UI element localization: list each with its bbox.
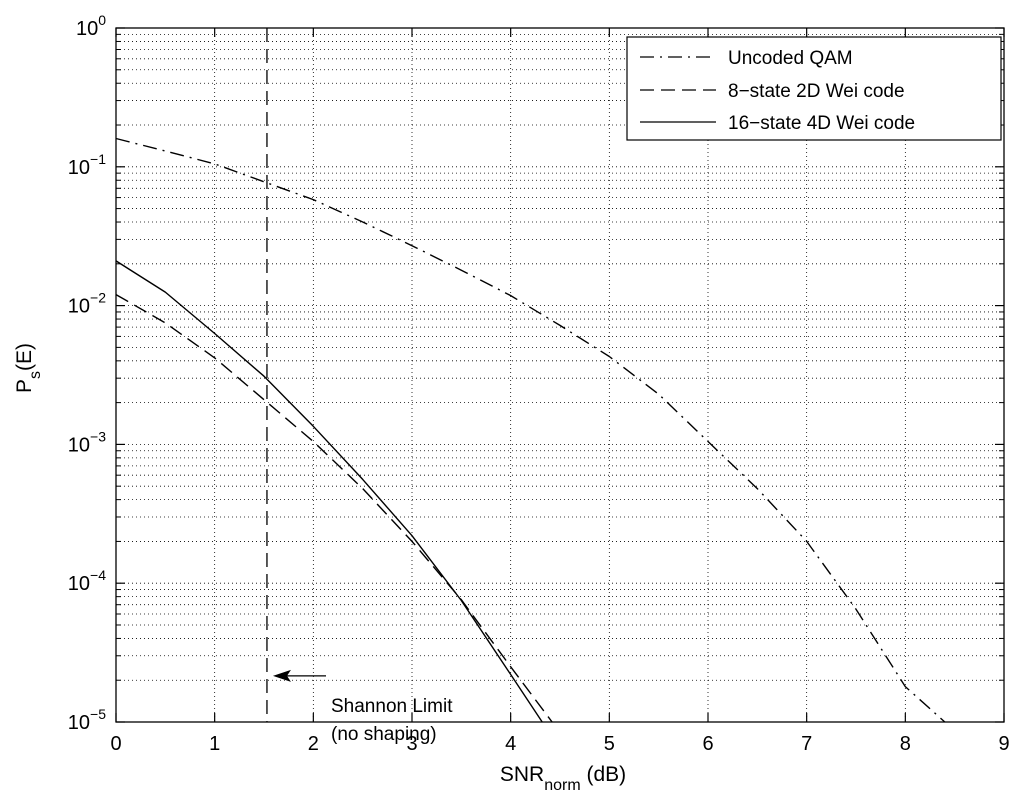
x-tick-label: 9 [998,733,1009,755]
x-tick-label: 6 [702,733,713,755]
y-axis-label-suffix: (E) [13,343,36,371]
annotation-arrowhead [272,669,291,682]
legend-item: Uncoded QAM [640,48,853,69]
y-tick-label-exponent: −2 [90,290,106,306]
y-tick-label-exponent: 0 [98,12,106,28]
legend-item: 8−state 2D Wei code [640,81,905,102]
legend: Uncoded QAM 8−state 2D Wei code 16−state… [626,36,1002,141]
y-tick-label-exponent: −3 [90,428,106,444]
y-tick-label-base: 10 [68,573,90,595]
y-axis-label: Ps(E) [13,343,44,393]
y-tick-label: 10−5 [68,706,106,734]
y-tick-label: 100 [76,12,106,40]
y-tick-label-base: 10 [68,157,90,179]
y-axis-label-sub: s [27,371,44,379]
x-tick-label: 7 [801,733,812,755]
y-tick-label-base: 10 [68,296,90,318]
y-tick-label-base: 10 [68,434,90,456]
x-axis-label-main: SNR [500,763,544,786]
y-tick-label: 10−4 [68,567,106,595]
series-line-1 [115,137,946,723]
x-tick-label: 3 [406,733,417,755]
x-tick-label: 0 [110,733,121,755]
x-tick-label: 8 [900,733,911,755]
legend-label: 8−state 2D Wei code [728,81,905,102]
series-line-3 [115,260,543,723]
y-tick-label-base: 10 [68,712,90,734]
x-axis-label: SNRnorm (dB) [500,763,626,794]
plot-area [115,27,1005,723]
y-tick-label: 10−3 [68,428,106,456]
annotation-line-1: Shannon Limit [331,696,453,717]
legend-label: Uncoded QAM [728,48,853,69]
y-tick-label-base: 10 [76,18,98,40]
y-tick-label-exponent: −5 [90,706,106,722]
x-tick-label: 2 [308,733,319,755]
x-tick-label: 5 [604,733,615,755]
major-grid [116,28,1004,722]
legend-label: 16−state 4D Wei code [728,113,915,134]
shannon-limit-annotation: Shannon Limit (no shaping) [272,669,453,745]
y-axis-label-main: P [13,379,36,393]
series-layer [115,137,946,723]
annotation-line-2: (no shaping) [331,724,437,745]
x-tick-label: 4 [505,733,516,755]
x-axis-label-sub: norm [544,777,580,794]
x-axis-label-suffix: (dB) [581,763,627,786]
series-line-2 [115,293,553,723]
y-tick-label: 10−2 [68,290,106,318]
legend-item: 16−state 4D Wei code [640,113,915,134]
y-tick-label: 10−1 [68,151,106,179]
y-tick-label-exponent: −4 [90,567,106,583]
y-tick-label-exponent: −1 [90,151,106,167]
x-tick-label: 1 [209,733,220,755]
legend-box [626,36,1002,141]
